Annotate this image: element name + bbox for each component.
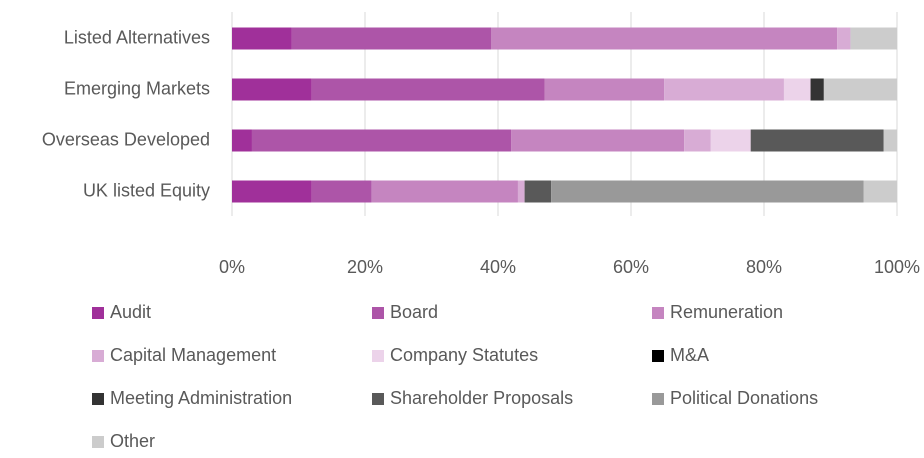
bar-segment — [783, 78, 811, 101]
legend-swatch — [92, 393, 104, 405]
bar-segment — [544, 78, 665, 101]
bar-segment — [684, 129, 711, 152]
bar-segment — [232, 129, 252, 152]
bar-segment — [311, 78, 545, 101]
legend-label: Meeting Administration — [110, 388, 292, 408]
bar-segment — [511, 129, 685, 152]
bar-segment — [823, 78, 897, 101]
bar-segment — [810, 78, 824, 101]
x-tick-label: 0% — [219, 257, 245, 277]
bar-segment — [883, 129, 897, 152]
legend-swatch — [92, 436, 104, 448]
bar-segment — [251, 129, 512, 152]
legend-swatch — [372, 393, 384, 405]
x-tick-label: 20% — [347, 257, 383, 277]
legend-swatch — [652, 393, 664, 405]
legend-swatch — [92, 307, 104, 319]
y-tick-label: Emerging Markets — [64, 78, 210, 98]
legend-label: Other — [110, 431, 155, 451]
x-tick-label: 100% — [874, 257, 920, 277]
bar-segment — [863, 180, 897, 203]
bar-segment — [551, 180, 864, 203]
legend-label: Remuneration — [670, 302, 783, 322]
bar-segment — [837, 27, 851, 50]
bar-segment — [232, 27, 292, 50]
legend-swatch — [372, 307, 384, 319]
bar-segment — [524, 180, 552, 203]
y-tick-label: UK listed Equity — [83, 180, 210, 200]
legend-swatch — [372, 350, 384, 362]
y-tick-label: Overseas Developed — [42, 129, 210, 149]
x-tick-label: 40% — [480, 257, 516, 277]
bar-segment — [710, 129, 751, 152]
legend-swatch — [652, 350, 664, 362]
legend-swatch — [652, 307, 664, 319]
bar-segment — [232, 180, 312, 203]
legend-label: Shareholder Proposals — [390, 388, 573, 408]
bar-segment — [232, 78, 312, 101]
y-tick-label: Listed Alternatives — [64, 27, 210, 47]
x-tick-label: 80% — [746, 257, 782, 277]
bar-segment — [491, 27, 838, 50]
legend-label: Audit — [110, 302, 151, 322]
x-tick-label: 60% — [613, 257, 649, 277]
legend-swatch — [92, 350, 104, 362]
bar-segment — [517, 180, 525, 203]
bar-segment — [371, 180, 518, 203]
bar-segment — [291, 27, 492, 50]
bar-segment — [311, 180, 372, 203]
legend-label: M&A — [670, 345, 709, 365]
legend-label: Board — [390, 302, 438, 322]
legend-label: Company Statutes — [390, 345, 538, 365]
legend-label: Political Donations — [670, 388, 818, 408]
bar-segment — [750, 129, 884, 152]
legend-label: Capital Management — [110, 345, 276, 365]
bar-segment — [850, 27, 897, 50]
bar-segment — [664, 78, 784, 101]
